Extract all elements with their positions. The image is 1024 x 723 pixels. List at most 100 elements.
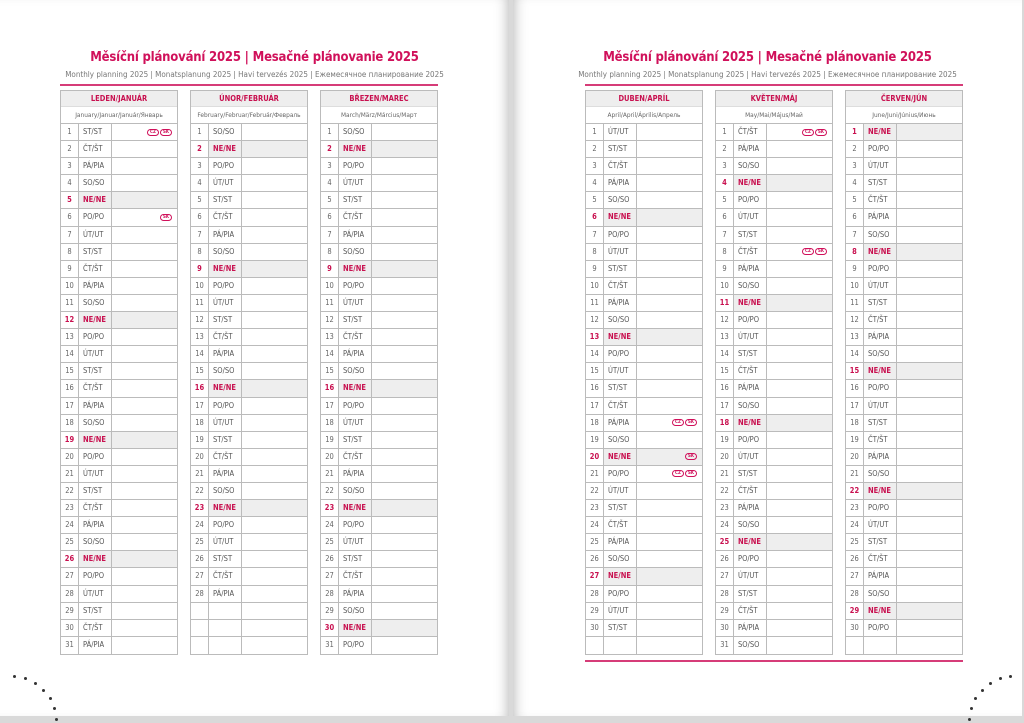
notes-cell[interactable] bbox=[897, 449, 962, 465]
notes-cell[interactable]: CZ SK bbox=[767, 124, 832, 140]
day-row[interactable]: 27 ČT/ŠT bbox=[191, 568, 307, 586]
day-row[interactable]: 28 PÁ/PIA bbox=[191, 585, 307, 603]
day-row[interactable]: 10 ÚT/UT bbox=[846, 277, 962, 295]
notes-cell[interactable]: CZ SK bbox=[637, 415, 702, 431]
notes-cell[interactable] bbox=[112, 551, 177, 568]
day-row[interactable]: 26 NE/NE bbox=[61, 551, 177, 569]
notes-cell[interactable] bbox=[637, 500, 702, 516]
day-row[interactable]: 31 PÁ/PIA bbox=[61, 636, 177, 654]
notes-cell[interactable] bbox=[897, 482, 962, 500]
day-row[interactable]: 4 ST/ST bbox=[846, 175, 962, 193]
notes-cell[interactable]: CZ SK bbox=[112, 124, 177, 140]
notes-cell[interactable] bbox=[242, 295, 307, 311]
day-row[interactable] bbox=[586, 636, 702, 654]
notes-cell[interactable] bbox=[372, 124, 437, 140]
day-row[interactable]: 2 NE/NE bbox=[321, 141, 437, 159]
notes-cell[interactable] bbox=[897, 141, 962, 157]
notes-cell[interactable] bbox=[897, 517, 962, 533]
day-row[interactable]: 19 SO/SO bbox=[586, 431, 702, 449]
notes-cell[interactable] bbox=[767, 294, 832, 312]
notes-cell[interactable] bbox=[897, 227, 962, 243]
day-row[interactable]: 11 ST/ST bbox=[846, 294, 962, 313]
day-row[interactable]: 1 ST/ST CZ SK bbox=[61, 124, 177, 142]
notes-cell[interactable] bbox=[112, 295, 177, 311]
day-row[interactable]: 17 ČT/ŠT bbox=[586, 397, 702, 415]
notes-cell[interactable] bbox=[767, 363, 832, 379]
day-row[interactable]: 20 ČT/ŠT bbox=[191, 448, 307, 466]
notes-cell[interactable] bbox=[242, 620, 307, 636]
notes-cell[interactable] bbox=[897, 261, 962, 277]
day-row[interactable]: 18 PÁ/PIA CZ SK bbox=[586, 414, 702, 432]
notes-cell[interactable] bbox=[372, 517, 437, 533]
notes-cell[interactable] bbox=[767, 466, 832, 482]
day-row[interactable]: 6 ČT/ŠT bbox=[321, 209, 437, 227]
notes-cell[interactable] bbox=[767, 637, 832, 654]
notes-cell[interactable] bbox=[112, 449, 177, 465]
notes-cell[interactable] bbox=[112, 312, 177, 329]
notes-cell[interactable] bbox=[897, 551, 962, 567]
day-row[interactable] bbox=[191, 636, 307, 654]
day-row[interactable]: 18 NE/NE bbox=[716, 414, 832, 432]
day-row[interactable]: 4 ÚT/UT bbox=[321, 175, 437, 193]
notes-cell[interactable] bbox=[112, 500, 177, 516]
day-row[interactable]: 3 PO/PO bbox=[321, 158, 437, 176]
day-row[interactable]: 18 ST/ST bbox=[846, 414, 962, 432]
notes-cell[interactable] bbox=[242, 260, 307, 277]
notes-cell[interactable] bbox=[242, 449, 307, 465]
notes-cell[interactable]: SK bbox=[637, 448, 702, 465]
day-row[interactable]: 22 NE/NE bbox=[846, 482, 962, 501]
day-row[interactable]: 1 ÚT/UT bbox=[586, 124, 702, 142]
notes-cell[interactable] bbox=[242, 209, 307, 225]
day-row[interactable]: 22 SO/SO bbox=[191, 482, 307, 501]
day-row[interactable]: 16 ST/ST bbox=[586, 380, 702, 398]
notes-cell[interactable] bbox=[242, 534, 307, 550]
notes-cell[interactable] bbox=[897, 363, 962, 380]
day-row[interactable]: 2 PÁ/PIA bbox=[716, 141, 832, 159]
day-row[interactable]: 7 PÁ/PIA bbox=[321, 226, 437, 244]
notes-cell[interactable] bbox=[637, 551, 702, 567]
day-row[interactable]: 6 ÚT/UT bbox=[716, 209, 832, 227]
day-row[interactable]: 24 ČT/ŠT bbox=[586, 517, 702, 535]
day-row[interactable] bbox=[191, 602, 307, 620]
notes-cell[interactable] bbox=[372, 483, 437, 499]
day-row[interactable]: 8 ČT/ŠT CZ SK bbox=[716, 243, 832, 261]
notes-cell[interactable] bbox=[637, 261, 702, 277]
day-row[interactable]: 21 PÁ/PIA bbox=[191, 465, 307, 483]
day-row[interactable]: 28 ST/ST bbox=[716, 585, 832, 603]
day-row[interactable]: 28 ÚT/UT bbox=[61, 585, 177, 603]
notes-cell[interactable] bbox=[637, 141, 702, 157]
day-row[interactable]: 16 NE/NE bbox=[321, 380, 437, 398]
day-row[interactable]: 10 ČT/ŠT bbox=[586, 277, 702, 295]
notes-cell[interactable] bbox=[372, 551, 437, 567]
notes-cell[interactable] bbox=[897, 209, 962, 225]
notes-cell[interactable] bbox=[767, 500, 832, 516]
notes-cell[interactable] bbox=[897, 637, 962, 654]
notes-cell[interactable] bbox=[767, 534, 832, 551]
notes-cell[interactable]: CZ SK bbox=[767, 244, 832, 260]
notes-cell[interactable] bbox=[112, 586, 177, 602]
notes-cell[interactable] bbox=[242, 192, 307, 208]
notes-cell[interactable] bbox=[242, 415, 307, 431]
notes-cell[interactable] bbox=[767, 141, 832, 157]
day-row[interactable]: 8 NE/NE bbox=[846, 243, 962, 261]
notes-cell[interactable] bbox=[637, 568, 702, 585]
notes-cell[interactable] bbox=[372, 209, 437, 225]
day-row[interactable]: 2 NE/NE bbox=[191, 141, 307, 159]
day-row[interactable]: 2 PO/PO bbox=[846, 141, 962, 159]
notes-cell[interactable] bbox=[897, 466, 962, 482]
notes-cell[interactable] bbox=[767, 620, 832, 636]
notes-cell[interactable] bbox=[372, 500, 437, 517]
day-row[interactable]: 25 PÁ/PIA bbox=[586, 534, 702, 552]
notes-cell[interactable] bbox=[637, 346, 702, 362]
day-row[interactable]: 1 NE/NE bbox=[846, 124, 962, 142]
notes-cell[interactable] bbox=[637, 398, 702, 414]
day-row[interactable]: 9 PÁ/PIA bbox=[716, 260, 832, 278]
day-row[interactable]: 23 NE/NE bbox=[191, 500, 307, 518]
day-row[interactable]: 19 PO/PO bbox=[716, 431, 832, 449]
day-row[interactable]: 27 PÁ/PIA bbox=[846, 568, 962, 586]
notes-cell[interactable] bbox=[372, 346, 437, 362]
notes-cell[interactable] bbox=[897, 586, 962, 602]
day-row[interactable]: 17 SO/SO bbox=[716, 397, 832, 415]
notes-cell[interactable] bbox=[372, 380, 437, 397]
day-row[interactable]: 10 SO/SO bbox=[716, 277, 832, 295]
